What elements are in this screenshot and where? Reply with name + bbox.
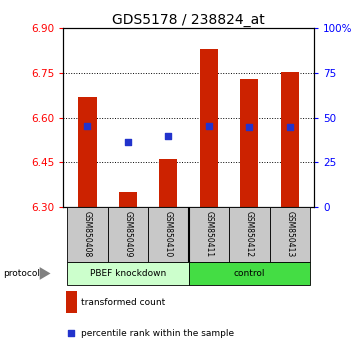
- Bar: [270, 207, 310, 262]
- Point: [247, 124, 252, 130]
- Bar: [67, 207, 108, 262]
- Point: [206, 123, 212, 129]
- Text: percentile rank within the sample: percentile rank within the sample: [81, 329, 234, 338]
- Point: [84, 123, 90, 129]
- Bar: [108, 207, 148, 262]
- Text: GSM850413: GSM850413: [285, 211, 294, 258]
- Text: PBEF knockdown: PBEF knockdown: [90, 269, 166, 278]
- Bar: [189, 207, 229, 262]
- Text: GSM850411: GSM850411: [204, 211, 213, 258]
- Text: GSM850410: GSM850410: [164, 211, 173, 258]
- Point: [69, 331, 74, 336]
- Bar: [148, 207, 189, 262]
- Bar: [281, 72, 299, 207]
- Bar: [119, 192, 137, 207]
- Text: transformed count: transformed count: [81, 298, 165, 307]
- Bar: [189, 262, 310, 285]
- Point: [165, 134, 171, 139]
- Point: [287, 124, 293, 130]
- Text: GSM850409: GSM850409: [123, 211, 132, 258]
- Polygon shape: [40, 267, 51, 280]
- Bar: [67, 262, 189, 285]
- Bar: [159, 159, 178, 207]
- Point: [125, 139, 131, 145]
- Bar: [200, 49, 218, 207]
- Title: GDS5178 / 238824_at: GDS5178 / 238824_at: [112, 13, 265, 27]
- Text: GSM850408: GSM850408: [83, 211, 92, 258]
- Text: protocol: protocol: [4, 269, 40, 278]
- Bar: [78, 97, 96, 207]
- Bar: [240, 79, 258, 207]
- Text: GSM850412: GSM850412: [245, 211, 254, 258]
- Text: control: control: [234, 269, 265, 278]
- Bar: [229, 207, 270, 262]
- Bar: [66, 291, 77, 313]
